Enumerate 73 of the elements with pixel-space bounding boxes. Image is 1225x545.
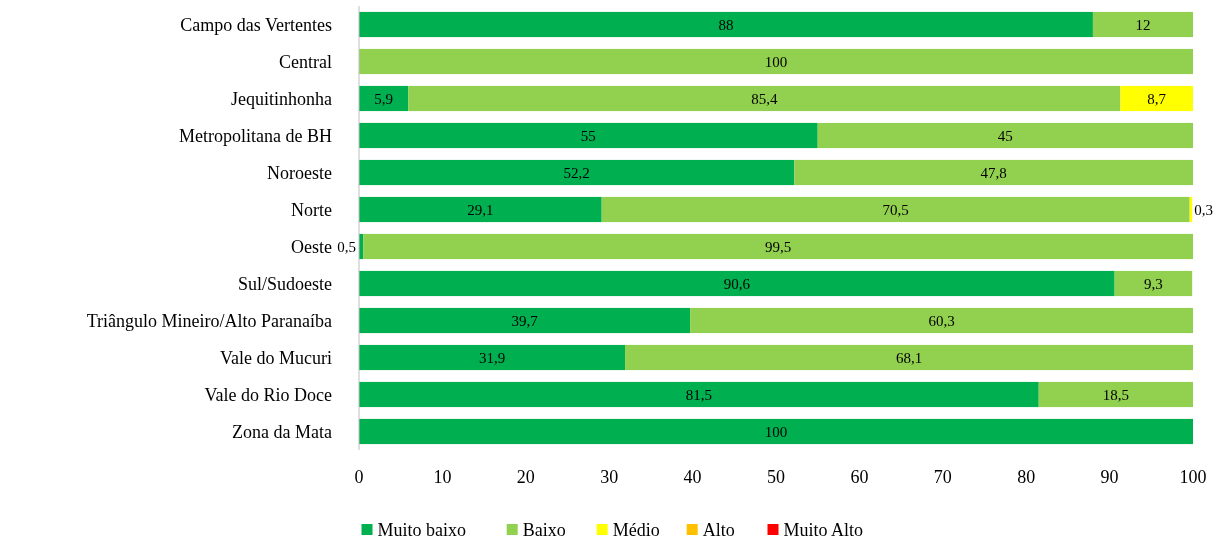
y-tick-label: Sul/Sudoeste <box>237 273 332 294</box>
data-label: 100 <box>764 423 788 440</box>
legend-label: Muito Alto <box>783 520 864 541</box>
x-tick-label: 70 <box>933 467 952 488</box>
bar <box>1120 85 1193 112</box>
data-label: 90,6 <box>723 275 751 292</box>
bar <box>690 307 1193 334</box>
data-label: 0,3 <box>1194 201 1213 218</box>
legend-label: Médio <box>612 520 660 541</box>
y-tick-label: Metropolitana de BH <box>179 125 332 146</box>
y-tick-label: Jequitinhonha <box>231 88 332 109</box>
data-label: 29,1 <box>467 201 494 218</box>
y-tick-label: Campo das Vertentes <box>180 14 332 35</box>
bar <box>794 159 1193 186</box>
data-label: 60,3 <box>928 312 955 329</box>
x-tick-label: 100 <box>1179 467 1207 488</box>
data-label: 85,4 <box>751 90 778 107</box>
bar <box>359 307 691 334</box>
data-label: 70,5 <box>882 201 909 218</box>
y-tick-label: Triângulo Mineiro/Alto Paranaíba <box>86 310 332 331</box>
bar <box>359 159 795 186</box>
bar <box>359 48 1193 75</box>
bar <box>1038 381 1193 408</box>
bar <box>359 418 1193 445</box>
bar <box>625 344 1193 371</box>
data-label: 100 <box>764 53 788 70</box>
x-tick-label: 50 <box>767 467 785 488</box>
y-tick-label: Noroeste <box>267 162 332 183</box>
data-label: 52,2 <box>563 164 590 181</box>
y-tick-label: Norte <box>291 199 333 220</box>
data-label: 5,9 <box>374 90 393 107</box>
data-label: 68,1 <box>895 349 923 366</box>
data-label: 18,5 <box>1102 386 1129 403</box>
bar <box>408 85 1121 112</box>
bar <box>817 122 1193 149</box>
data-label: 9,3 <box>1144 275 1163 292</box>
bar <box>359 11 1093 38</box>
bar <box>359 381 1039 408</box>
data-label: 45 <box>997 127 1013 144</box>
data-label: 99,5 <box>764 238 792 255</box>
x-tick-label: 0 <box>354 467 364 488</box>
y-tick-label: Central <box>279 51 332 72</box>
x-tick-label: 80 <box>1017 467 1036 488</box>
data-label: 31,9 <box>478 349 506 366</box>
bar <box>359 270 1115 297</box>
legend-label: Baixo <box>522 520 566 541</box>
bar <box>601 196 1190 223</box>
data-label: 39,7 <box>511 312 539 329</box>
x-tick-label: 40 <box>683 467 702 488</box>
bar <box>359 122 818 149</box>
bar <box>359 344 626 371</box>
data-label: 8,7 <box>1147 90 1167 107</box>
y-tick-label: Oeste <box>291 236 333 257</box>
y-tick-label: Vale do Rio Doce <box>204 384 333 405</box>
bar <box>363 233 1193 260</box>
bar <box>1114 270 1193 297</box>
data-label: 12 <box>1135 16 1151 33</box>
data-label: 88 <box>718 16 734 33</box>
legend-label: Muito baixo <box>377 520 466 541</box>
x-tick-label: 60 <box>850 467 869 488</box>
data-label: 55 <box>580 127 596 144</box>
x-tick-label: 90 <box>1100 467 1119 488</box>
x-tick-label: 10 <box>433 467 452 488</box>
bar <box>1092 11 1193 38</box>
data-label: 47,8 <box>980 164 1007 181</box>
legend-label: Alto <box>702 520 735 541</box>
x-tick-label: 30 <box>600 467 619 488</box>
y-tick-label: Zona da Mata <box>232 421 332 442</box>
bar <box>359 196 602 223</box>
y-tick-label: Vale do Mucuri <box>220 347 332 368</box>
data-label: 81,5 <box>685 386 712 403</box>
data-label: 0,5 <box>337 238 356 255</box>
x-tick-label: 20 <box>516 467 535 488</box>
